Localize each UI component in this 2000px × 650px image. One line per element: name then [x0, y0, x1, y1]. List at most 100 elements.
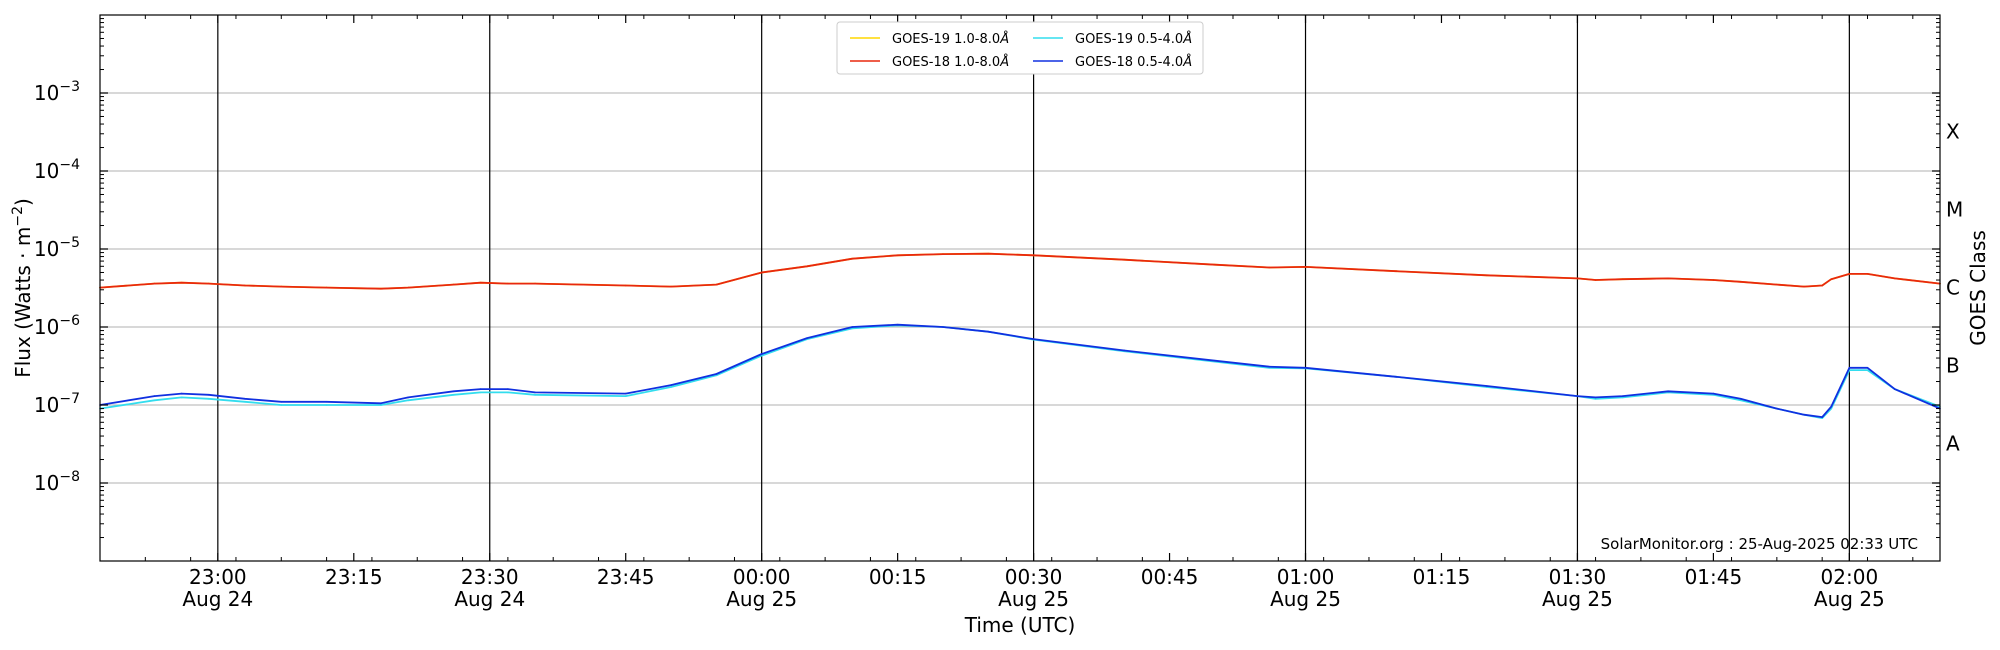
- data-point: [1123, 349, 1126, 352]
- data-point: [851, 326, 854, 328]
- y-tick-base: 10: [34, 393, 59, 417]
- legend-label-unit: Å: [1182, 31, 1192, 47]
- goes-class-label: M: [1946, 198, 1963, 222]
- legend-label-unit: Å: [1182, 54, 1192, 70]
- data-point: [325, 400, 328, 403]
- data-point: [325, 286, 328, 289]
- data-point: [1830, 405, 1833, 408]
- data-point: [715, 373, 718, 375]
- data-point: [207, 398, 210, 400]
- y-tick-base: 10: [34, 237, 59, 261]
- y-tick-label: 10−6: [34, 313, 80, 339]
- legend-label-name: GOES-18 0.5-4.0: [1075, 55, 1183, 70]
- grid-layer: [100, 92, 1940, 484]
- goes-class-label: X: [1946, 120, 1960, 144]
- x-tick-label: 02:00: [1821, 565, 1879, 589]
- y-tick-label: 10−5: [34, 235, 80, 261]
- data-point: [1485, 385, 1488, 387]
- x-tick-label: 01:30: [1549, 565, 1607, 589]
- data-point: [1739, 398, 1742, 400]
- data-point: [1594, 396, 1597, 399]
- data-point: [507, 388, 509, 390]
- y-tick-base: 10: [34, 81, 59, 105]
- series-layer: [99, 252, 1941, 419]
- legend-box: [836, 21, 1204, 75]
- data-point: [180, 281, 183, 284]
- data-point: [1739, 399, 1742, 402]
- data-point: [715, 283, 718, 286]
- x-tick-label: 01:45: [1685, 565, 1743, 589]
- x-tick-label: 23:00: [189, 565, 247, 589]
- goes-class-label: A: [1946, 432, 1960, 456]
- data-point: [1032, 338, 1035, 340]
- data-point: [1821, 284, 1823, 287]
- x-tick-label: 23:15: [325, 565, 383, 589]
- data-point: [407, 399, 409, 402]
- legend-label-unit: Å: [999, 54, 1009, 70]
- data-point: [851, 257, 854, 260]
- data-point: [1830, 278, 1833, 281]
- data-point: [760, 354, 763, 357]
- goes-class-label: C: [1946, 276, 1960, 300]
- legend-label-unit: Å: [999, 31, 1009, 47]
- data-point: [1712, 392, 1715, 395]
- data-point: [896, 323, 899, 326]
- data-point: [1776, 283, 1778, 286]
- data-point: [153, 395, 156, 397]
- data-point: [280, 285, 283, 288]
- data-point: [244, 284, 246, 287]
- data-point: [1576, 277, 1579, 280]
- data-point: [806, 337, 808, 339]
- data-point: [1776, 407, 1778, 410]
- y-tick-exponent: −7: [59, 391, 80, 407]
- data-point: [1268, 266, 1271, 269]
- data-point: [280, 404, 283, 406]
- data-point: [624, 284, 627, 287]
- data-point: [452, 390, 455, 393]
- x-tick-date-label: Aug 24: [182, 587, 253, 611]
- y-axis-title-superscript: −2: [10, 206, 26, 227]
- data-point: [325, 404, 328, 406]
- y-axis-title-main: Flux (Watts · m: [11, 227, 35, 378]
- data-point: [806, 265, 808, 268]
- data-point: [987, 252, 990, 255]
- x-tick-date-label: Aug 24: [454, 587, 525, 611]
- data-point: [180, 396, 183, 399]
- x-tick-date-label: Aug 25: [726, 587, 797, 611]
- data-point: [1395, 375, 1397, 378]
- data-point: [1893, 388, 1896, 390]
- y-tick-exponent: −5: [59, 235, 80, 251]
- x-tick-label: 00:30: [1005, 565, 1063, 589]
- data-point: [1803, 413, 1805, 416]
- y-tick-base: 10: [34, 315, 59, 339]
- data-point: [1667, 277, 1669, 280]
- data-point: [1594, 398, 1597, 400]
- data-point: [244, 400, 246, 403]
- data-point: [1621, 278, 1624, 281]
- data-point: [670, 285, 672, 288]
- data-point: [1848, 273, 1851, 275]
- data-point: [1848, 366, 1851, 369]
- y-tick-base: 10: [34, 159, 59, 183]
- data-point: [760, 353, 763, 355]
- legend-label: GOES-19 0.5-4.0Å: [1075, 31, 1192, 47]
- data-point: [207, 282, 210, 285]
- y-tick-exponent: −3: [59, 79, 80, 95]
- x-tick-label: 23:30: [461, 565, 519, 589]
- data-point: [1304, 366, 1307, 369]
- data-point: [479, 391, 482, 394]
- y-tick-label: 10−7: [34, 391, 80, 417]
- data-point: [1485, 274, 1488, 277]
- data-point: [452, 394, 455, 396]
- data-point: [1803, 285, 1805, 288]
- x-tick-label: 01:15: [1413, 565, 1471, 589]
- data-point: [896, 254, 899, 257]
- x-tick-label: 23:45: [597, 565, 655, 589]
- data-point: [1712, 279, 1715, 281]
- data-point: [1032, 254, 1035, 257]
- data-point: [1621, 395, 1624, 397]
- x-tick-date-label: Aug 25: [1270, 587, 1341, 611]
- legend-label: GOES-18 0.5-4.0Å: [1075, 54, 1192, 70]
